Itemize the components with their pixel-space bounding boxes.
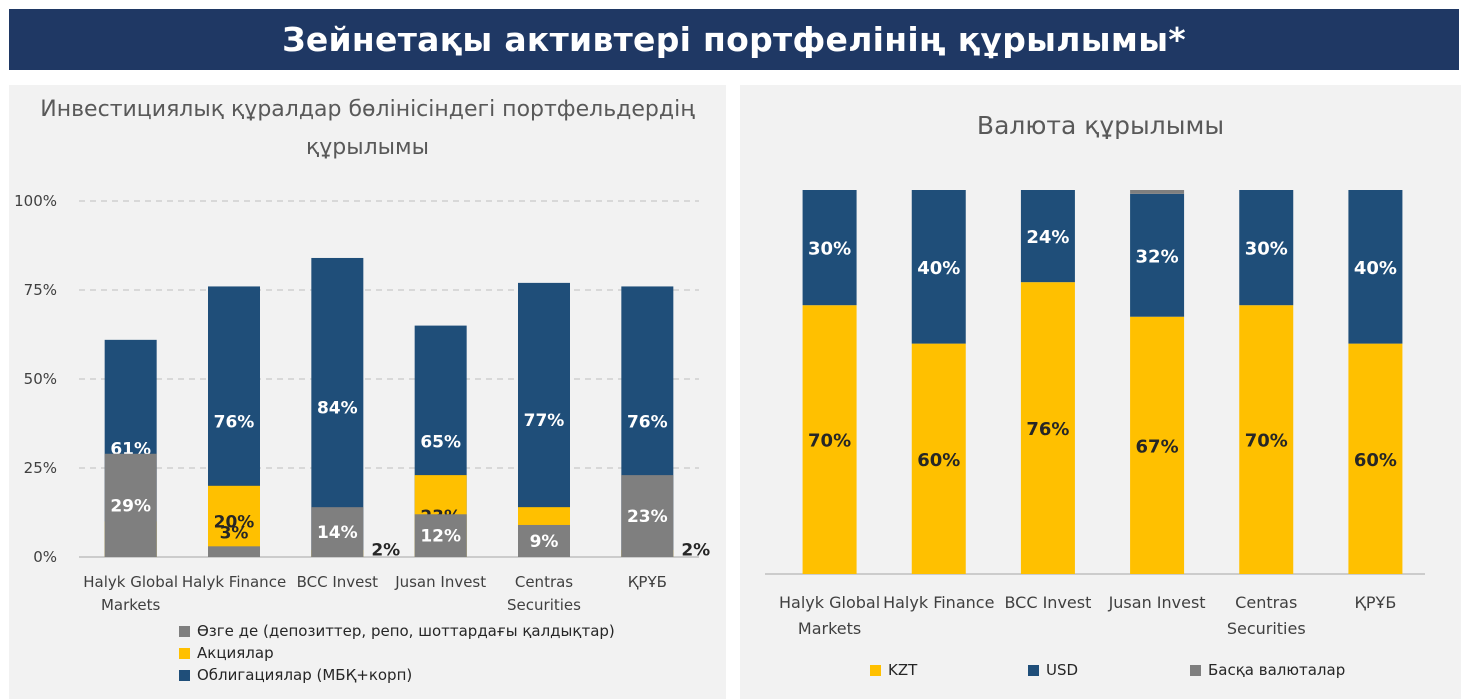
data-label: 70% [1245,431,1288,452]
data-label: 65% [420,432,461,452]
instruments-chart-panel: Инвестициялық құралдар бөлінісіндегі пор… [9,85,726,699]
data-label: 84% [317,398,358,418]
data-label: 3% [220,523,249,543]
x-tick-label: BCC Invest [297,573,379,591]
bar-басқа-валюталар-3 [1130,190,1185,194]
bar-kzt-0 [802,305,857,574]
bar-өзге-де-депозиттер-репо--0 [104,453,157,557]
x-tick-label: Halyk Finance [182,573,286,591]
bar-акциялар-1 [208,485,260,557]
bar-өзге-де-депозиттер-репо--2 [311,507,364,557]
y-tick-label: 0% [33,548,57,566]
data-label: 77% [524,411,565,431]
bar-kzt-4 [1239,305,1294,574]
bar-өзге-де-депозиттер-репо--1 [208,546,260,557]
currency-chart-legend: KZT USD Басқа валюталар [740,85,1461,699]
legend-item-bonds: Облигациялар (МБҚ+корп) [179,664,615,686]
data-label: 14% [317,523,358,543]
y-tick-label: 25% [24,459,57,477]
x-tick-label: Centras [515,573,573,591]
x-tick-label: Markets [101,596,161,614]
instruments-chart-legend: Өзге де (депозиттер, репо, шоттардағы қа… [179,620,615,686]
data-label: 2% [681,540,710,560]
data-label: 29% [110,496,151,516]
legend-item-equities: Акциялар [179,642,615,664]
x-tick-label: Jusan Invest [1108,593,1206,612]
y-tick-label: 75% [24,281,57,299]
bar-usd-1 [911,190,966,344]
data-label: 76% [627,413,668,433]
legend-item-other: Өзге де (депозиттер, репо, шоттардағы қа… [179,620,615,642]
page-title-banner: Зейнетақы активтері портфелінің құрылымы… [9,9,1459,70]
legend-swatch-other [179,625,190,637]
y-tick-label: 100% [14,192,57,210]
data-label: 70% [808,431,851,452]
legend-label-bonds: Облигациялар (МБҚ+корп) [197,666,413,684]
y-tick-label: 50% [24,370,57,388]
data-label: 23% [627,507,668,527]
legend-swatch-other-currencies [1190,664,1201,676]
bar-өзге-де-депозиттер-репо--5 [621,475,674,557]
legend-swatch-usd [1028,664,1039,676]
legend-item-kzt: KZT [870,661,917,679]
x-tick-label: Markets [798,619,861,638]
bar-kzt-2 [1020,282,1075,574]
instruments-chart: 0%25%50%75%100%61%10%29%Halyk GlobalMark… [14,192,710,614]
legend-label-usd: USD [1046,661,1079,679]
legend-label-other-currencies: Басқа валюталар [1208,661,1346,679]
currency-chart-title: Валюта құрылымы [976,111,1225,140]
data-label: 40% [917,258,960,279]
currency-chart: 70% 30% Halyk Global Markets 60% 40% Halyk Fin… [765,190,1425,638]
x-tick-label: Jusan Invest [394,573,486,591]
bar-kzt-1 [911,343,966,574]
data-label: 12% [420,527,461,547]
x-tick-label: ҚРҰБ [628,573,667,591]
instruments-chart-title-line-1: Инвестициялық құралдар бөлінісіндегі пор… [40,97,695,122]
data-label: 24% [1026,227,1069,248]
data-label: 9% [530,532,559,552]
bar-usd-0 [802,190,857,306]
data-label: 76% [1026,419,1069,440]
x-tick-label: ҚРҰБ [1355,593,1397,612]
data-label: 2% [371,540,400,560]
legend-swatch-kzt [870,664,881,676]
bar-usd-2 [1020,190,1075,283]
x-tick-label: Securities [1227,619,1306,638]
bar-usd-5 [1348,190,1403,344]
data-label: 60% [917,450,960,471]
data-label: 30% [1245,239,1288,260]
legend-label-equities: Акциялар [197,644,274,662]
data-label: 40% [1354,258,1397,279]
bar-usd-4 [1239,190,1294,306]
x-tick-label: Halyk Global [83,573,178,591]
x-tick-label: BCC Invest [1004,593,1091,612]
bar-kzt-5 [1348,343,1403,574]
data-label: 30% [808,239,851,260]
data-label: 20% [214,512,255,532]
instruments-chart-title-line-2: құрылымы [305,135,430,160]
legend-label-other: Өзге де (депозиттер, репо, шоттардағы қа… [197,622,615,640]
page-title: Зейнетақы активтері портфелінің құрылымы… [282,20,1186,59]
x-tick-label: Halyk Global [779,593,880,612]
bar-өзге-де-депозиттер-репо--4 [518,524,570,557]
data-label: 67% [1136,436,1179,457]
data-label: 60% [1354,450,1397,471]
legend-label-kzt: KZT [888,661,918,679]
legend-item-usd: USD [1028,661,1078,679]
instruments-chart-title: Инвестициялық құралдар бөлінісіндегі пор… [9,91,726,167]
currency-chart-panel: Валюта құрылымы 70% 30% Halyk Global Market… [740,85,1461,699]
bar-өзге-де-депозиттер-репо--3 [414,514,467,557]
bar-usd-3 [1130,193,1185,317]
x-tick-label: Halyk Finance [883,593,994,612]
legend-swatch-bonds [179,669,190,681]
data-label: 76% [214,413,255,433]
x-tick-label: Centras [1235,593,1297,612]
bar-kzt-3 [1130,316,1185,574]
x-tick-label: Securities [507,596,581,614]
legend-swatch-equities [179,647,190,659]
legend-item-other-currencies: Басқа валюталар [1190,661,1345,679]
data-label: 32% [1136,246,1179,267]
